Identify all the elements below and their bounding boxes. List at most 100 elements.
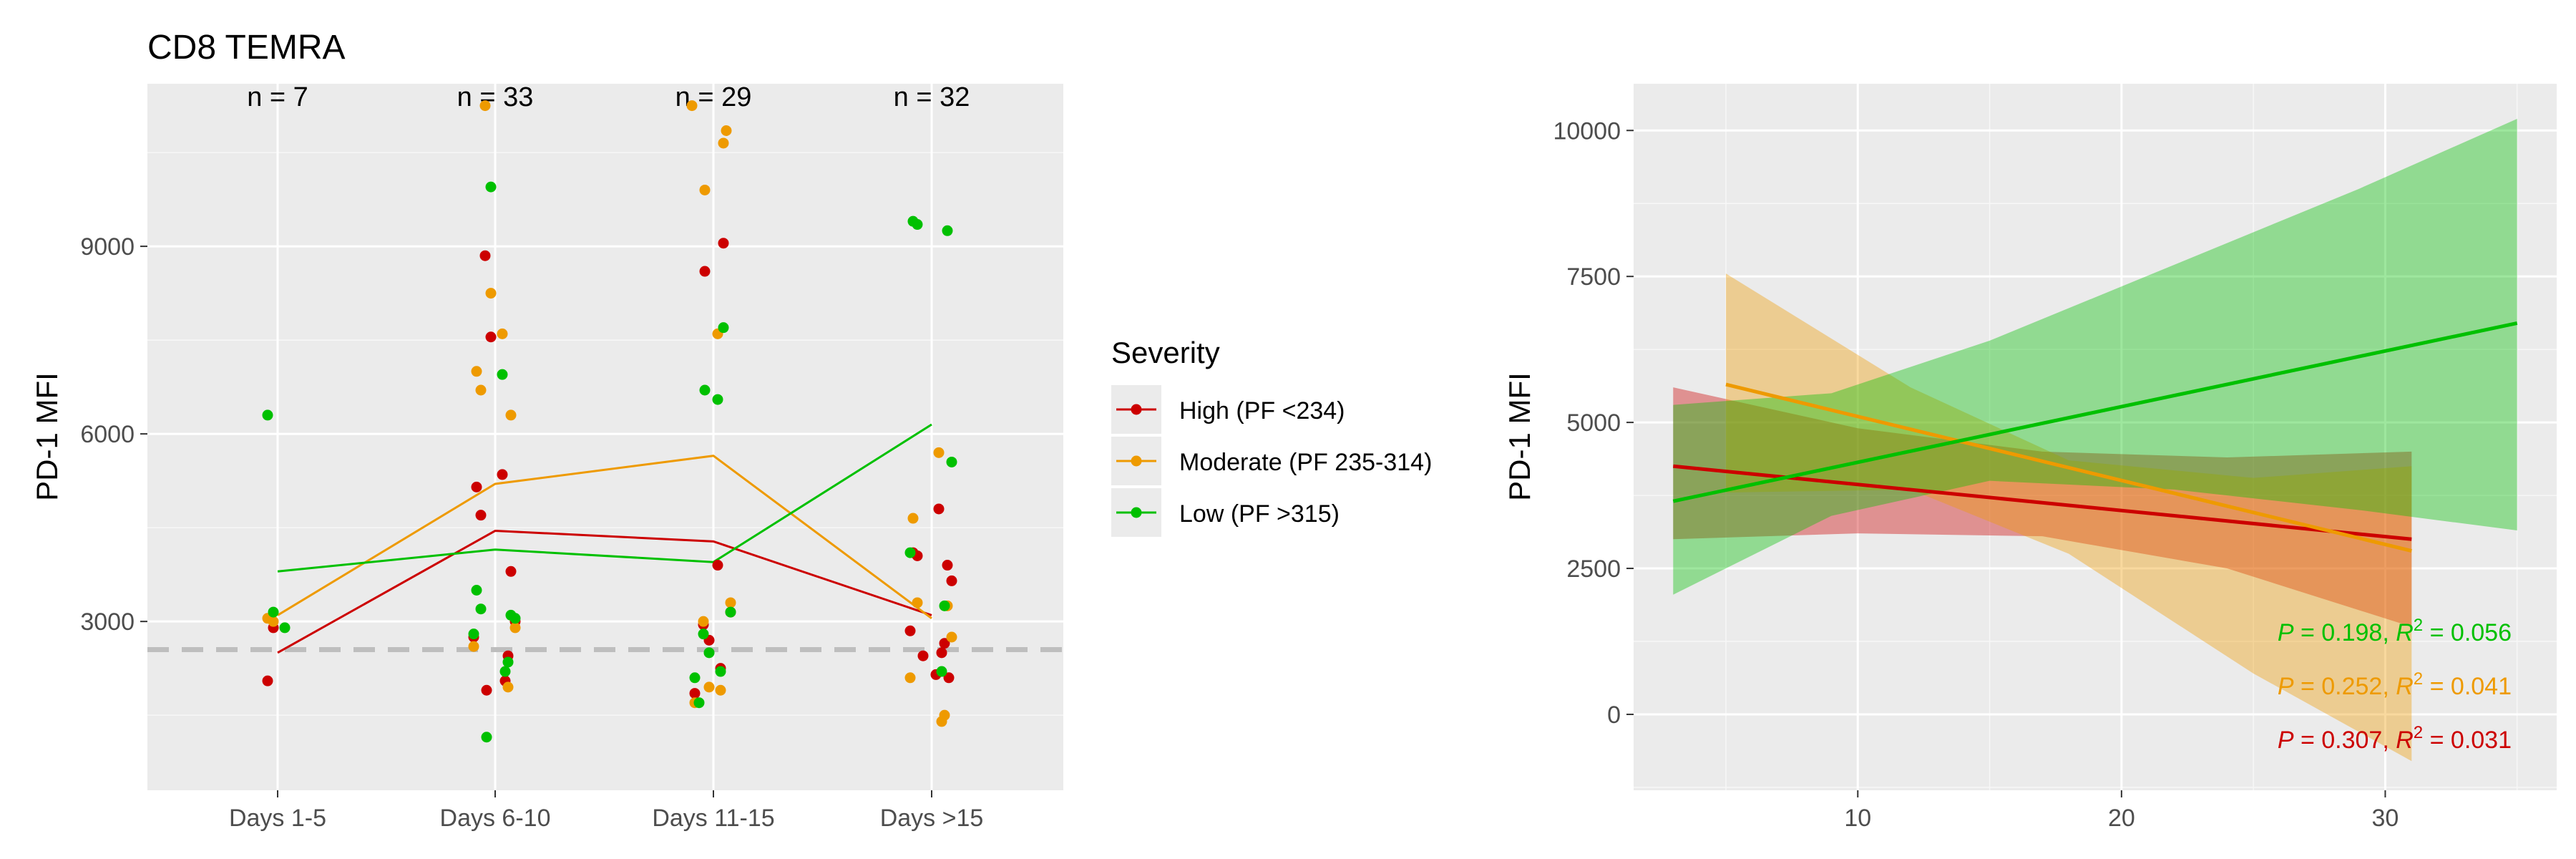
legend-key-high — [1111, 385, 1161, 434]
point-high — [904, 625, 916, 636]
point-high — [699, 266, 711, 277]
point-moderate — [912, 597, 923, 608]
point-low — [693, 697, 705, 709]
left-y-ticks: 3000 6000 9000 — [80, 233, 147, 636]
point-moderate — [509, 622, 521, 634]
point-low — [502, 656, 514, 668]
point-low — [912, 219, 923, 230]
point-moderate — [933, 447, 945, 458]
legend-label-high: High (PF <234) — [1179, 397, 1345, 424]
right-gridlines — [1634, 84, 2557, 790]
x-tick-label-days-11-15: Days 11-15 — [652, 805, 774, 832]
point-low — [939, 600, 950, 611]
left-y-tick-label: 9000 — [80, 233, 135, 261]
x-tick-label-days-gt-15: Days >15 — [880, 805, 984, 832]
stat-label-low: P = 0.198, R2 = 0.056 — [2278, 616, 2512, 646]
point-low — [497, 369, 508, 380]
legend-key-low — [1111, 488, 1161, 537]
left-mean-lines — [277, 423, 932, 654]
legend-title: Severity — [1111, 336, 1220, 369]
point-high — [942, 560, 953, 571]
point-low — [936, 666, 947, 677]
left-y-tick-label: 6000 — [80, 421, 135, 448]
legend-keys — [1111, 385, 1161, 537]
regression-stats: P = 0.198, R2 = 0.056 P = 0.252, R2 = 0.0… — [2278, 616, 2512, 754]
point-high — [481, 684, 492, 696]
point-low — [718, 322, 729, 334]
point-high — [505, 566, 517, 577]
point-high — [946, 575, 957, 586]
legend-key-moderate — [1111, 437, 1161, 485]
mean-line-low — [277, 423, 932, 573]
point-moderate — [721, 125, 732, 137]
point-high — [939, 638, 950, 649]
left-y-tick-label: 3000 — [80, 608, 135, 636]
point-low — [468, 629, 479, 640]
point-low — [485, 181, 497, 193]
right-y-tick-label: 7500 — [1566, 263, 1621, 291]
point-low — [262, 409, 273, 421]
point-high — [262, 675, 273, 686]
point-high — [917, 650, 929, 661]
ci-ribbon-moderate — [1726, 273, 2412, 762]
left-y-axis-title: PD-1 MFI — [30, 372, 64, 501]
stat-label-moderate: P = 0.252, R2 = 0.041 — [2278, 669, 2512, 700]
point-low — [279, 622, 291, 634]
stat-label-high: P = 0.307, R2 = 0.031 — [2278, 723, 2512, 754]
point-high — [936, 647, 947, 659]
point-high — [689, 688, 701, 699]
right-y-tick-label: 10000 — [1553, 117, 1621, 145]
point-high — [485, 331, 497, 343]
regression-lines — [1672, 321, 2518, 553]
point-moderate — [505, 409, 517, 421]
left-chart-title: CD8 TEMRA — [147, 29, 346, 67]
point-moderate — [485, 288, 497, 299]
point-moderate — [471, 366, 482, 377]
n-label-days-11-15: n = 29 — [675, 82, 752, 112]
point-moderate — [725, 597, 736, 608]
n-label-days-1-5: n = 7 — [247, 82, 308, 112]
point-low — [471, 584, 482, 596]
point-high — [475, 510, 487, 521]
point-low — [481, 732, 492, 743]
right-x-tick-label: 30 — [2372, 805, 2399, 832]
right-panel: 0 2500 5000 7500 10000 10 20 30 PD-1 MFI P = 0… — [1503, 84, 2557, 832]
right-x-ticks: 10 20 30 — [1844, 790, 2399, 832]
point-high — [943, 672, 955, 684]
n-label-days-gt-15: n = 32 — [894, 82, 970, 112]
regression-line-moderate — [1725, 382, 2412, 553]
point-low — [942, 225, 953, 236]
regression-line-high — [1673, 464, 2412, 541]
right-plot-area — [1634, 84, 2557, 790]
point-moderate — [715, 684, 726, 696]
left-x-ticks: Days 1-5 Days 6-10 Days 11-15 Days >15 — [229, 790, 983, 832]
point-moderate — [475, 384, 487, 396]
point-moderate — [497, 328, 508, 339]
point-moderate — [686, 100, 698, 112]
right-x-tick-label: 20 — [2108, 805, 2135, 832]
right-y-tick-label: 0 — [1607, 702, 1621, 729]
point-moderate — [946, 631, 957, 643]
legend-label-moderate: Moderate (PF 235-314) — [1179, 449, 1432, 476]
point-moderate — [468, 641, 479, 652]
regression-line-low — [1672, 321, 2518, 503]
left-points — [262, 100, 957, 743]
point-high — [497, 469, 508, 480]
point-low — [689, 672, 701, 684]
point-moderate — [268, 616, 279, 627]
left-plot-area — [147, 84, 1063, 790]
n-label-days-6-10: n = 33 — [457, 82, 534, 112]
point-moderate — [718, 137, 729, 149]
point-high — [479, 250, 491, 261]
confidence-ribbons — [1673, 118, 2517, 762]
point-low — [703, 647, 715, 659]
right-y-tick-label: 2500 — [1566, 555, 1621, 583]
point-high — [718, 238, 729, 249]
point-high — [471, 481, 482, 492]
point-low — [699, 384, 711, 396]
legend-label-low: Low (PF >315) — [1179, 500, 1340, 528]
right-y-axis-title: PD-1 MFI — [1503, 372, 1536, 501]
ci-ribbon-low — [1673, 118, 2517, 595]
point-moderate — [479, 100, 491, 112]
point-low — [725, 606, 736, 618]
